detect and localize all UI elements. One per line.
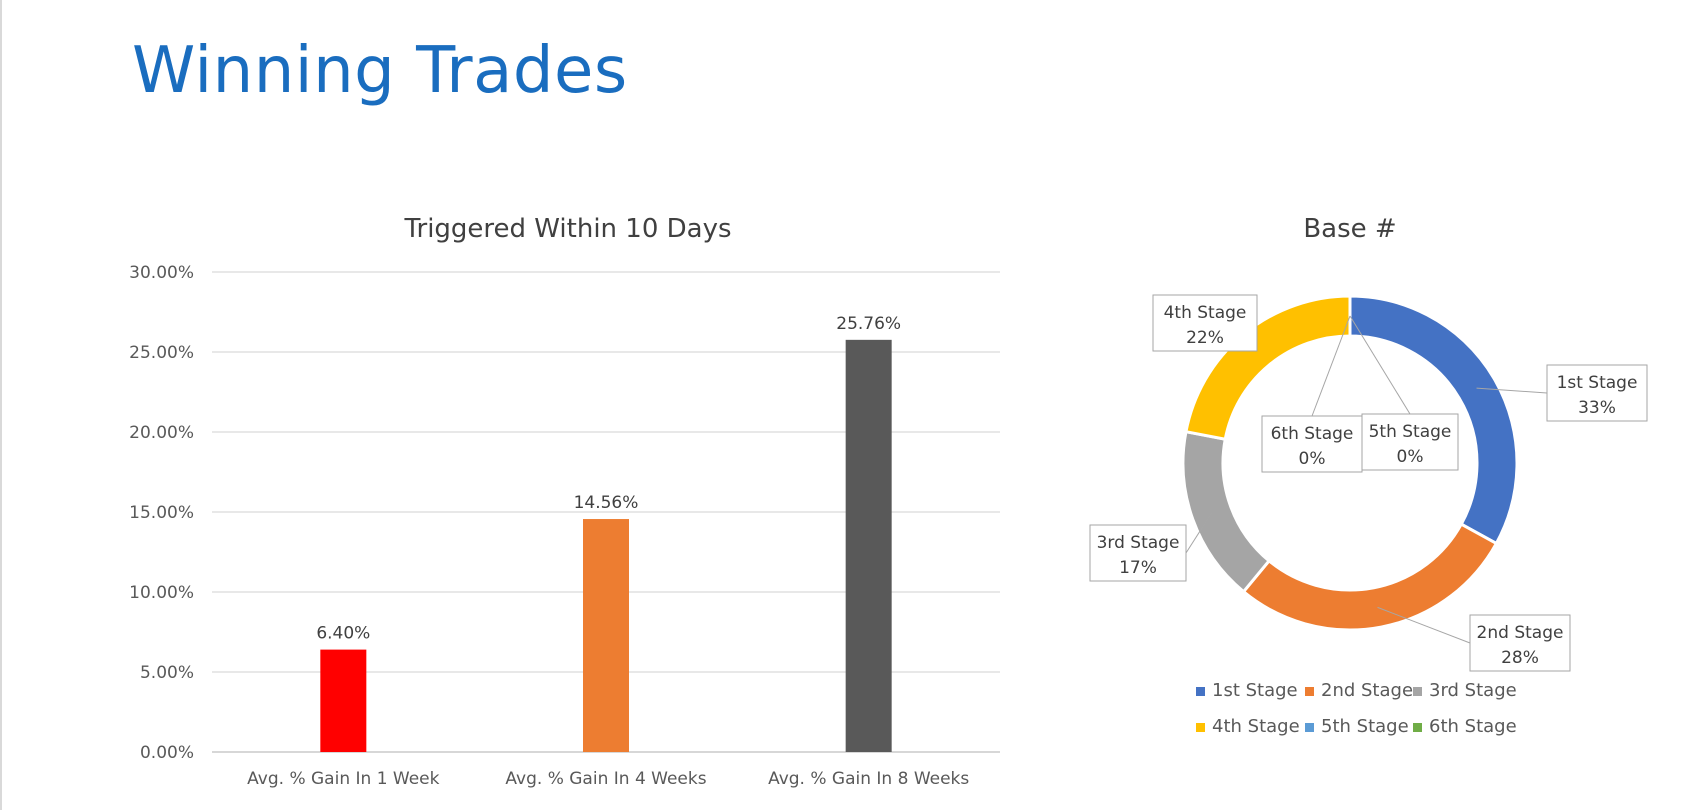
donut-legend-label: 5th Stage (1321, 716, 1409, 737)
donut-callout-box (1089, 524, 1187, 582)
bar-data-label: 14.56% (574, 493, 639, 513)
bar-series (320, 339, 892, 752)
donut-legend-label: 2nd Stage (1321, 680, 1413, 701)
donut-callout-label: 2nd Stage (1477, 623, 1564, 643)
donut-callout-value: 17% (1119, 558, 1157, 578)
bar-x-axis-categories: Avg. % Gain In 1 Week Avg. % Gain In 4 We… (247, 769, 969, 789)
bar-y-tick-label: 30.00% (129, 263, 194, 283)
bar-y-axis-ticks: 0.00% 5.00% 10.00% 15.00% 20.00% 25.00% 30.00% (129, 263, 194, 763)
donut-callout-leader (1311, 315, 1351, 417)
donut-callout-box (1469, 614, 1571, 672)
donut-callout-box (1361, 413, 1459, 471)
donut-callout-box (1261, 415, 1363, 473)
donut-callout-value: 33% (1578, 398, 1616, 418)
donut-callout-label: 5th Stage (1369, 422, 1452, 442)
donut-legend-swatch (1196, 687, 1205, 696)
donut-legend-swatch (1305, 723, 1314, 732)
donut-slice (1181, 429, 1272, 594)
donut-callout-label: 6th Stage (1271, 424, 1354, 444)
bar-data-label: 25.76% (836, 314, 901, 334)
bar-category-label: Avg. % Gain In 1 Week (247, 769, 439, 789)
donut-callout-leader (1185, 512, 1213, 554)
slide-left-border (0, 0, 2, 810)
donut-legend-swatch (1305, 687, 1314, 696)
donut-legend-label: 4th Stage (1212, 716, 1300, 737)
bar-y-tick-label: 10.00% (129, 583, 194, 603)
bar-y-tick-label: 25.00% (129, 343, 194, 363)
donut-callouts: 1st Stage 33% 2nd Stage 28% 3rd Stage 17% 4th … (1089, 294, 1648, 672)
bar-chart-title: Triggered Within 10 Days (403, 214, 731, 244)
page-title: Winning Trades (132, 34, 628, 108)
donut-callout-box (1152, 294, 1258, 352)
donut-callout-leader (1377, 606, 1471, 644)
donut-callout-value: 0% (1299, 449, 1326, 469)
donut-callout-value: 28% (1501, 648, 1539, 668)
bar (583, 519, 629, 752)
bar-y-tick-label: 20.00% (129, 423, 194, 443)
donut-legend-label: 1st Stage (1212, 680, 1298, 701)
bar-y-tick-label: 0.00% (140, 743, 194, 763)
donut-callout-value: 22% (1186, 328, 1224, 348)
donut-callout-label: 1st Stage (1557, 373, 1638, 393)
donut-callout-label: 3rd Stage (1097, 533, 1180, 553)
donut-legend-label: 3rd Stage (1429, 680, 1517, 701)
donut-callout-leader (1349, 315, 1411, 415)
donut-legend-swatch (1413, 723, 1422, 732)
donut-slice (1241, 522, 1499, 632)
bar-y-tick-label: 15.00% (129, 503, 194, 523)
donut-chart-title: Base # (1303, 214, 1396, 244)
bar-category-label: Avg. % Gain In 8 Weeks (768, 769, 969, 789)
donut-callout-box (1546, 364, 1648, 422)
donut-legend-swatch (1196, 723, 1205, 732)
bar-data-label: 6.40% (316, 624, 370, 644)
donut-callout-value: 0% (1397, 447, 1424, 467)
donut-slice (1184, 294, 1352, 441)
donut-slices (1181, 294, 1519, 632)
bar-data-labels: 6.40% 14.56% 25.76% (316, 314, 901, 644)
bar-y-tick-label: 5.00% (140, 663, 194, 683)
donut-legend-label: 6th Stage (1429, 716, 1517, 737)
bar-category-label: Avg. % Gain In 4 Weeks (505, 769, 706, 789)
donut-legend-swatch (1413, 687, 1422, 696)
bar-chart: Triggered Within 10 Days 0.00% 5.00% 10.00… (129, 214, 1000, 789)
donut-callout-label: 4th Stage (1164, 303, 1247, 323)
bar (320, 649, 367, 752)
donut-callout-leader (1476, 387, 1548, 394)
bar (845, 339, 892, 752)
donut-chart: Base # 1st Stage 33% 2nd Stage 28% 3rd Stage… (1089, 214, 1648, 737)
donut-legend: 1st Stage 2nd Stage 3rd Stage 4th Stage 5th … (1196, 680, 1517, 737)
